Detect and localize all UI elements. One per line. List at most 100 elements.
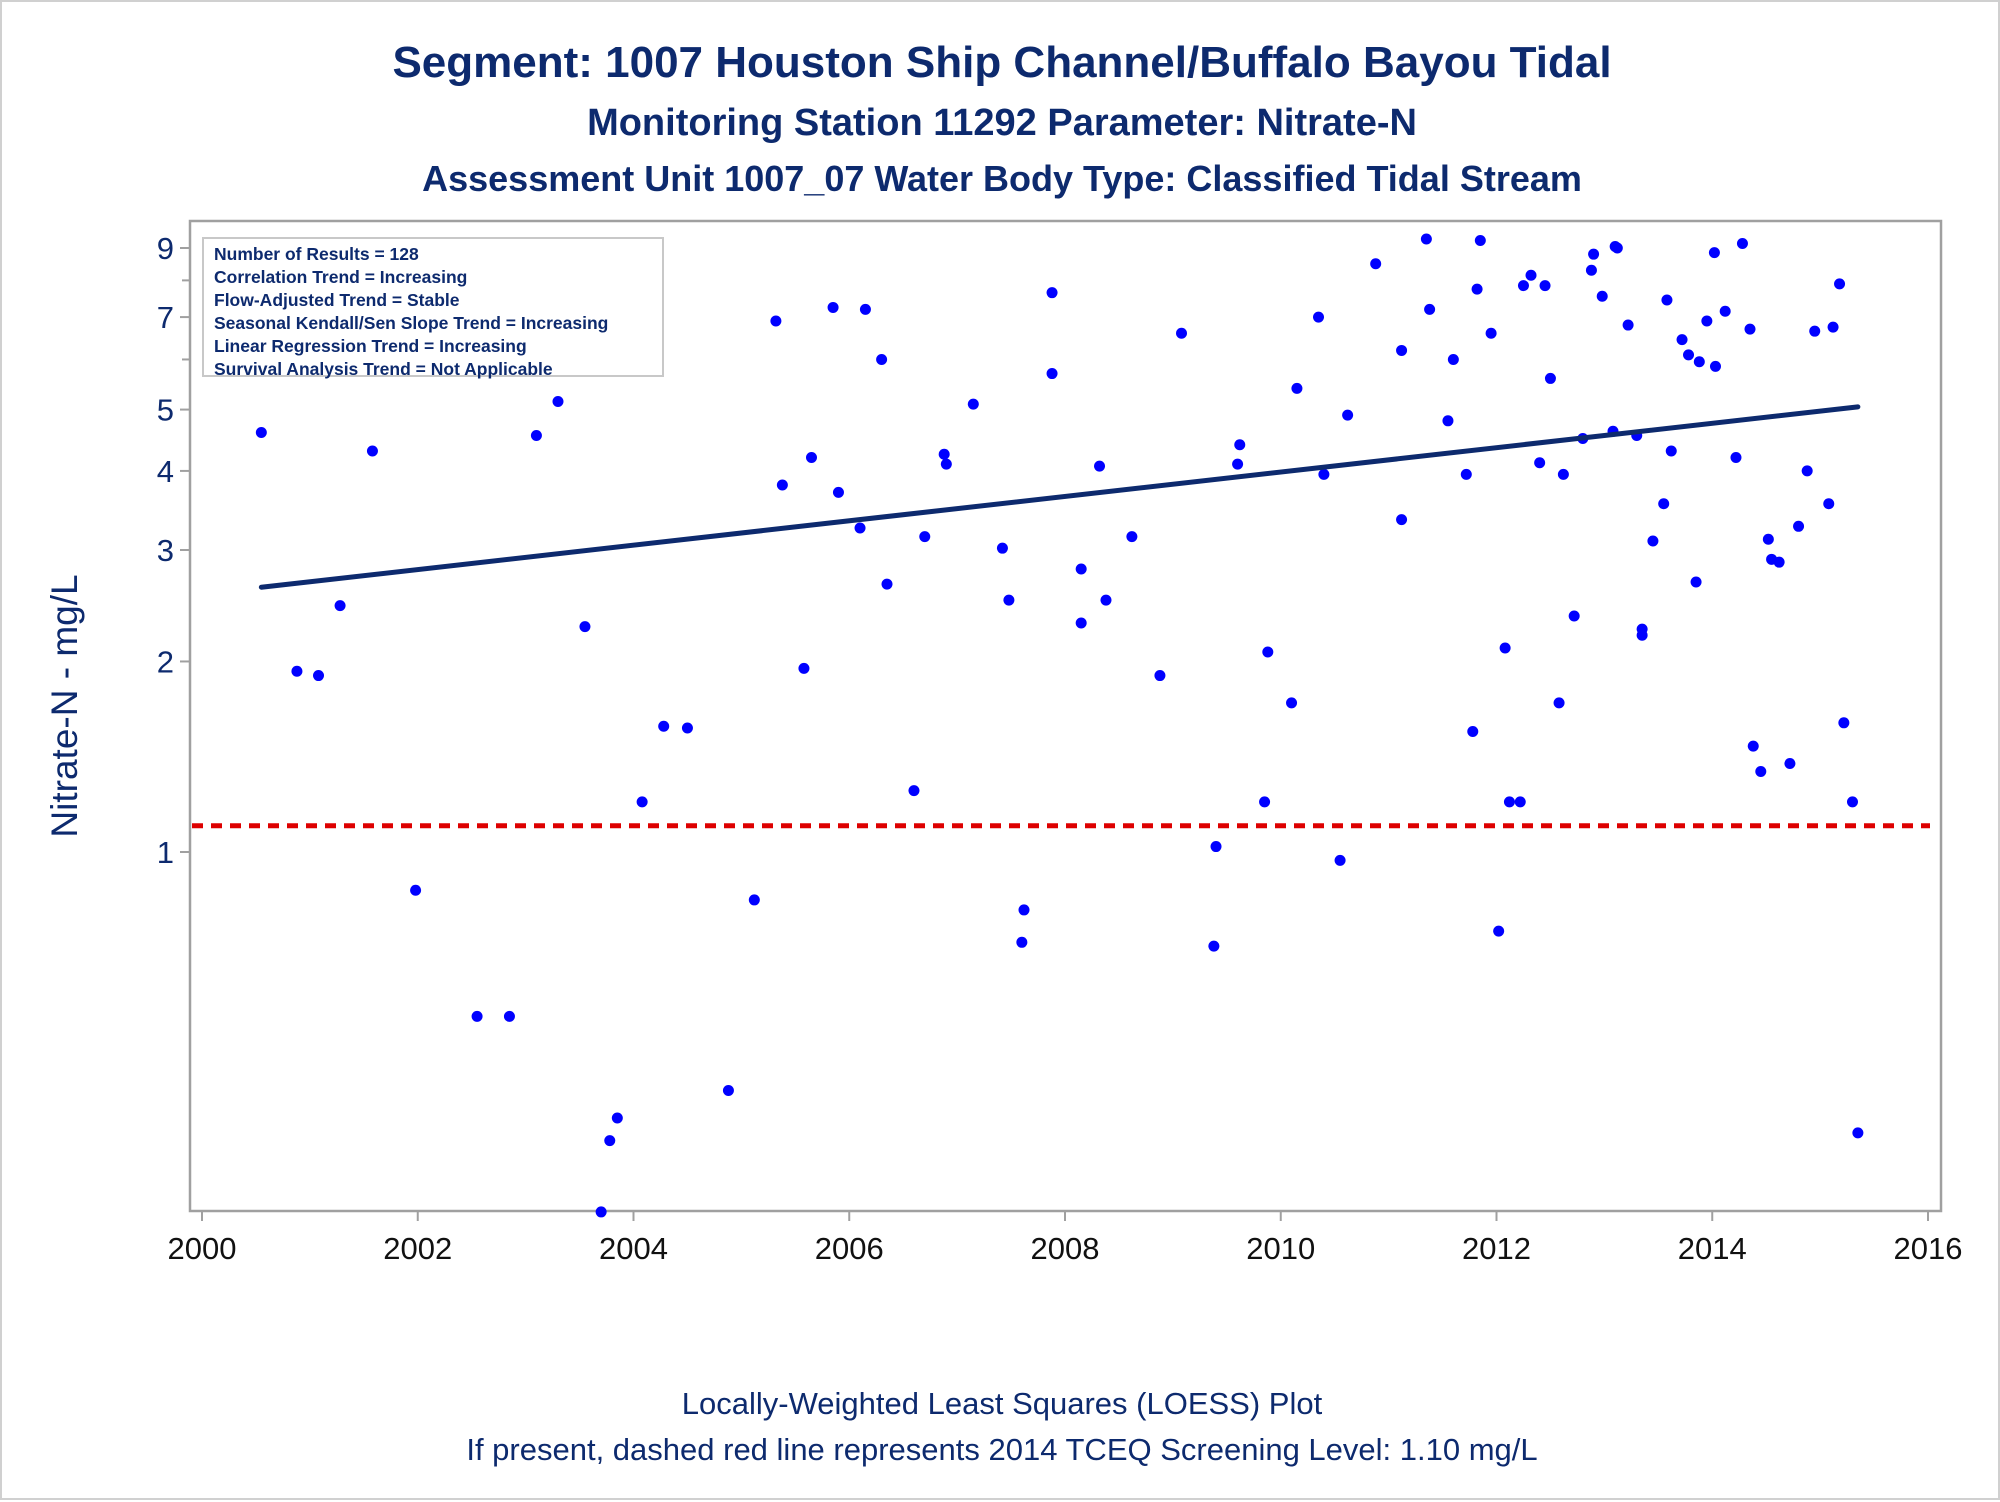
data-point [854,522,866,534]
stat-number-of-results: Number of Results = 128 [214,244,419,264]
data-point [291,665,303,677]
data-point [1544,372,1556,384]
data-point [1838,717,1850,729]
data-point [881,578,893,590]
data-point [636,796,648,808]
data-point [1827,321,1839,333]
data-point [1596,290,1608,302]
data-point [1485,327,1497,339]
data-point [503,1010,515,1022]
y-tick-label: 7 [157,300,174,335]
data-point [1823,498,1835,510]
data-point [1636,629,1648,641]
data-point [1318,468,1330,480]
data-point [722,1084,734,1096]
data-point [940,458,952,470]
data-point [1075,617,1087,629]
data-point [1100,594,1112,606]
data-point [1420,233,1432,245]
data-point [1661,294,1673,306]
data-point [770,315,782,327]
data-point [1744,323,1756,335]
chart-title: Segment: 1007 Houston Ship Channel/Buffa… [392,38,1612,87]
data-point [1773,556,1785,568]
data-point [1424,303,1436,315]
stat-survival-analysis-trend: Survival Analysis Trend = Not Applicable [214,359,553,379]
data-point [1709,360,1721,372]
footnote-loess: Locally-Weighted Least Squares (LOESS) P… [681,1386,1323,1421]
data-point [1259,796,1271,808]
y-axis: 1 2 3 4 5 7 9 [157,231,190,870]
y-tick-label: 5 [157,393,174,428]
data-point [748,894,760,906]
data-point [1568,610,1580,622]
trend-stats-box: Number of Results = 128 Correlation Tren… [202,237,664,379]
data-point [876,353,888,365]
data-point [1708,247,1720,259]
data-point [1834,278,1846,290]
data-point [1334,854,1346,866]
y-tick-label: 2 [157,644,174,679]
data-point [859,303,871,315]
data-point [1286,697,1298,709]
stat-seasonal-kendall-trend: Seasonal Kendall/Sen Slope Trend = Incre… [214,313,609,333]
data-point [1525,269,1537,281]
footnote-screening-level: If present, dashed red line represents 2… [466,1432,1538,1467]
x-axis: 2000 2002 2004 2006 2008 2010 2012 2014 2016 [168,1211,1962,1266]
data-point [1499,642,1511,654]
data-point [1126,531,1138,543]
data-point [1503,796,1515,808]
stat-correlation-trend: Correlation Trend = Increasing [214,267,468,287]
data-point [1793,520,1805,532]
x-tick-label: 2012 [1462,1231,1531,1266]
data-point [1442,415,1454,427]
y-tick-label: 1 [157,835,174,870]
data-point [1801,465,1813,477]
data-point [908,785,920,797]
data-point [1176,327,1188,339]
data-point [1396,344,1408,356]
x-tick-label: 2004 [599,1231,668,1266]
data-point [919,531,931,543]
data-point [1730,452,1742,464]
data-point [313,670,325,682]
data-points [255,233,1864,1218]
data-point [1210,841,1222,853]
data-point [1693,356,1705,368]
data-point [1234,439,1246,451]
data-point [255,426,267,438]
data-point [1474,234,1486,246]
data-point [334,600,346,612]
data-point [1736,237,1748,249]
data-point [1585,264,1597,276]
x-tick-label: 2014 [1678,1231,1747,1266]
data-point [1046,287,1058,299]
data-point [967,398,979,410]
data-point [1690,576,1702,588]
chart-subtitle-station: Monitoring Station 11292 Parameter: Nitr… [587,102,1417,144]
data-point [1622,319,1634,331]
data-point [1665,445,1677,457]
x-tick-label: 2010 [1246,1231,1315,1266]
x-tick-label: 2000 [168,1231,237,1266]
data-point [1647,535,1659,547]
y-axis-label: Nitrate-N - mg/L [44,574,85,837]
data-point [938,448,950,460]
data-point [1075,563,1087,575]
data-point [1762,533,1774,545]
data-point [1755,766,1767,778]
data-point [1447,353,1459,365]
data-point [1539,280,1551,292]
data-point [1232,458,1244,470]
y-tick-label: 9 [157,231,174,266]
data-point [1514,796,1526,808]
data-point [579,621,591,633]
data-point [1016,936,1028,948]
data-point [1683,349,1695,361]
data-point [805,452,817,464]
data-point [798,662,810,674]
data-point [681,722,693,734]
data-point [604,1135,616,1147]
